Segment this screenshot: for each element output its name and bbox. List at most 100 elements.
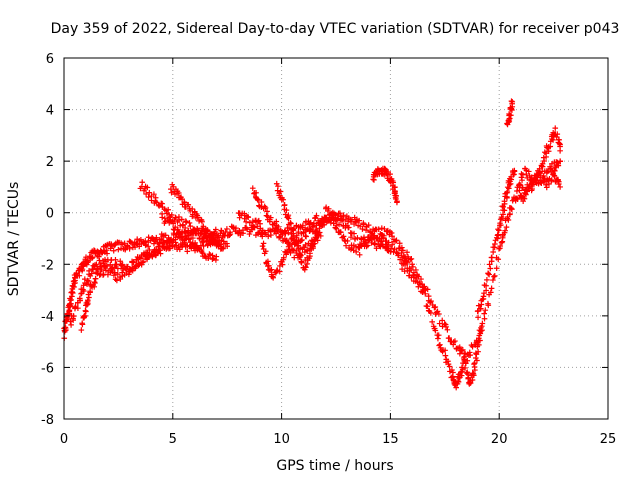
data-point — [251, 223, 257, 230]
data-point — [402, 262, 408, 268]
data-point — [543, 184, 550, 191]
data-point — [413, 275, 420, 281]
data-point — [168, 189, 175, 196]
data-point — [262, 248, 269, 255]
data-point — [133, 262, 140, 269]
data-point — [98, 266, 105, 272]
data-point — [337, 210, 343, 217]
data-point — [491, 273, 497, 280]
data-point — [497, 243, 504, 249]
data-point — [490, 277, 496, 283]
data-point — [459, 364, 465, 371]
data-point — [283, 251, 290, 258]
data-point — [139, 179, 146, 186]
data-point — [487, 289, 494, 296]
data-point — [547, 166, 553, 172]
data-point — [100, 272, 106, 278]
data-point — [396, 240, 403, 247]
data-point — [424, 286, 431, 293]
data-point — [481, 310, 488, 317]
data-point — [170, 220, 176, 227]
data-point — [387, 171, 393, 177]
data-point — [67, 318, 74, 325]
data-point — [551, 173, 558, 180]
data-point — [432, 304, 439, 310]
data-point — [475, 302, 482, 309]
data-point — [555, 178, 561, 184]
data-point — [186, 236, 192, 243]
data-point — [327, 217, 333, 223]
data-point — [176, 214, 182, 220]
data-point — [136, 261, 143, 268]
data-point — [182, 225, 188, 231]
data-point — [277, 188, 284, 195]
data-point — [441, 321, 448, 327]
data-point — [496, 227, 502, 234]
data-point — [334, 222, 340, 228]
data-point — [389, 241, 396, 248]
data-point — [179, 196, 185, 202]
data-point — [168, 212, 175, 218]
data-point — [495, 256, 502, 263]
data-point — [534, 174, 541, 181]
data-point — [486, 261, 493, 268]
data-point — [121, 240, 128, 247]
data-point — [185, 201, 192, 208]
data-point — [504, 189, 511, 195]
data-point — [93, 261, 100, 268]
y-tick-label: 2 — [46, 155, 54, 170]
data-point — [416, 280, 423, 286]
data-point — [428, 298, 434, 304]
data-point — [476, 342, 482, 348]
data-point — [312, 228, 319, 235]
data-point — [540, 173, 547, 179]
data-point — [70, 313, 77, 319]
data-point — [283, 207, 290, 213]
data-point — [536, 166, 543, 172]
data-point — [343, 242, 349, 249]
data-point — [465, 371, 471, 377]
data-point — [497, 222, 503, 229]
data-point — [359, 226, 366, 232]
data-point — [519, 177, 525, 184]
data-point — [546, 181, 552, 187]
data-point — [509, 103, 516, 110]
data-point — [268, 266, 275, 273]
data-point — [344, 238, 351, 244]
data-point — [432, 327, 439, 334]
data-point — [313, 212, 320, 219]
y-tick-label: 0 — [46, 207, 54, 222]
data-point — [262, 205, 269, 211]
data-point — [200, 223, 207, 230]
data-point — [399, 244, 405, 251]
data-point — [257, 225, 264, 232]
data-point — [285, 229, 292, 236]
data-point — [82, 313, 88, 319]
data-point — [200, 238, 207, 244]
data-point — [509, 99, 516, 105]
data-point — [508, 98, 515, 104]
data-point — [380, 243, 386, 250]
data-point — [274, 228, 281, 234]
data-point — [478, 323, 485, 329]
data-point — [68, 297, 74, 303]
data-point — [123, 265, 130, 272]
y-tick-label: -6 — [41, 361, 54, 376]
data-point — [407, 256, 413, 263]
data-point — [443, 324, 449, 330]
data-point — [556, 178, 562, 185]
data-point — [415, 283, 422, 290]
data-point — [288, 220, 294, 227]
data-point — [501, 229, 508, 236]
data-point — [429, 319, 435, 325]
plot-frame — [63, 57, 609, 420]
data-point — [224, 243, 230, 250]
data-point — [436, 311, 442, 317]
data-point — [557, 184, 563, 190]
data-point — [392, 188, 398, 195]
data-point — [506, 115, 513, 122]
data-point — [188, 241, 195, 248]
data-point — [86, 294, 92, 301]
data-point — [276, 268, 283, 275]
data-point — [233, 225, 239, 231]
